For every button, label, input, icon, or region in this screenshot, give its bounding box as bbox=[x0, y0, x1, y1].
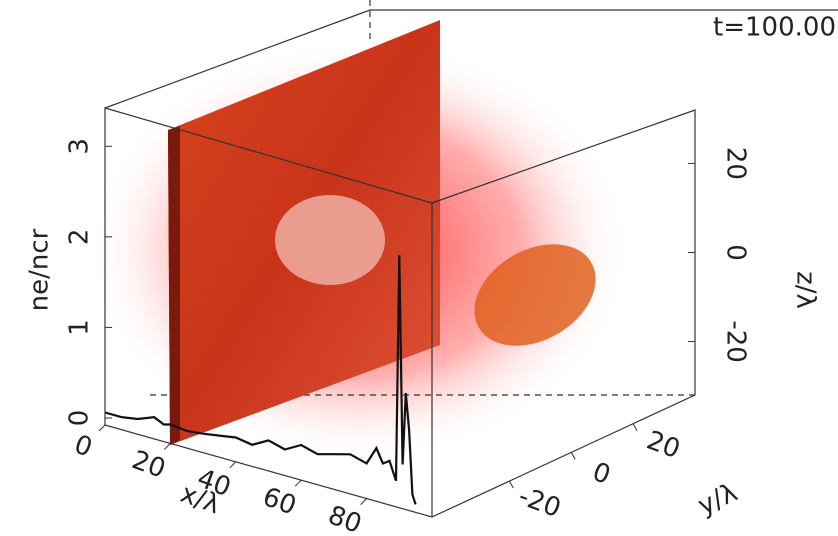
depth-tick-label: -20 bbox=[514, 481, 564, 524]
x-tick bbox=[164, 443, 171, 450]
y-tick-label: 2 bbox=[65, 229, 95, 246]
y-axis-label: ne/ncr bbox=[25, 228, 55, 311]
foil-hole bbox=[275, 195, 385, 285]
depth-axis-label: y/λ bbox=[694, 478, 743, 522]
profile-line bbox=[104, 255, 417, 505]
depth-tick bbox=[508, 480, 514, 489]
x-tick bbox=[360, 498, 367, 505]
x-tick-label: 20 bbox=[128, 445, 169, 485]
y-tick-label: 3 bbox=[65, 138, 95, 155]
x-tick-label: 0 bbox=[70, 430, 96, 464]
z-tick-label: 0 bbox=[721, 244, 751, 261]
x-tick bbox=[294, 479, 302, 487]
ion-bunch bbox=[474, 244, 596, 346]
x-tick bbox=[229, 461, 237, 469]
x-tick-label: 80 bbox=[324, 500, 365, 536]
chart-title: t=100.00 bbox=[713, 13, 836, 43]
z-tick-label: 20 bbox=[721, 147, 751, 180]
foil-edge bbox=[168, 126, 180, 445]
y-tick-label: 0 bbox=[65, 410, 95, 427]
z-tick-label: -20 bbox=[721, 320, 751, 362]
z-axis-label: z/λ bbox=[791, 271, 821, 309]
x-tick bbox=[98, 424, 106, 432]
depth-tick bbox=[632, 423, 638, 431]
x-tick-label: 60 bbox=[259, 482, 300, 522]
y-tick-label: 1 bbox=[65, 319, 95, 336]
depth-tick-label: 20 bbox=[643, 425, 684, 465]
depth-tick-label: 0 bbox=[589, 457, 615, 491]
depth-tick bbox=[570, 452, 576, 460]
